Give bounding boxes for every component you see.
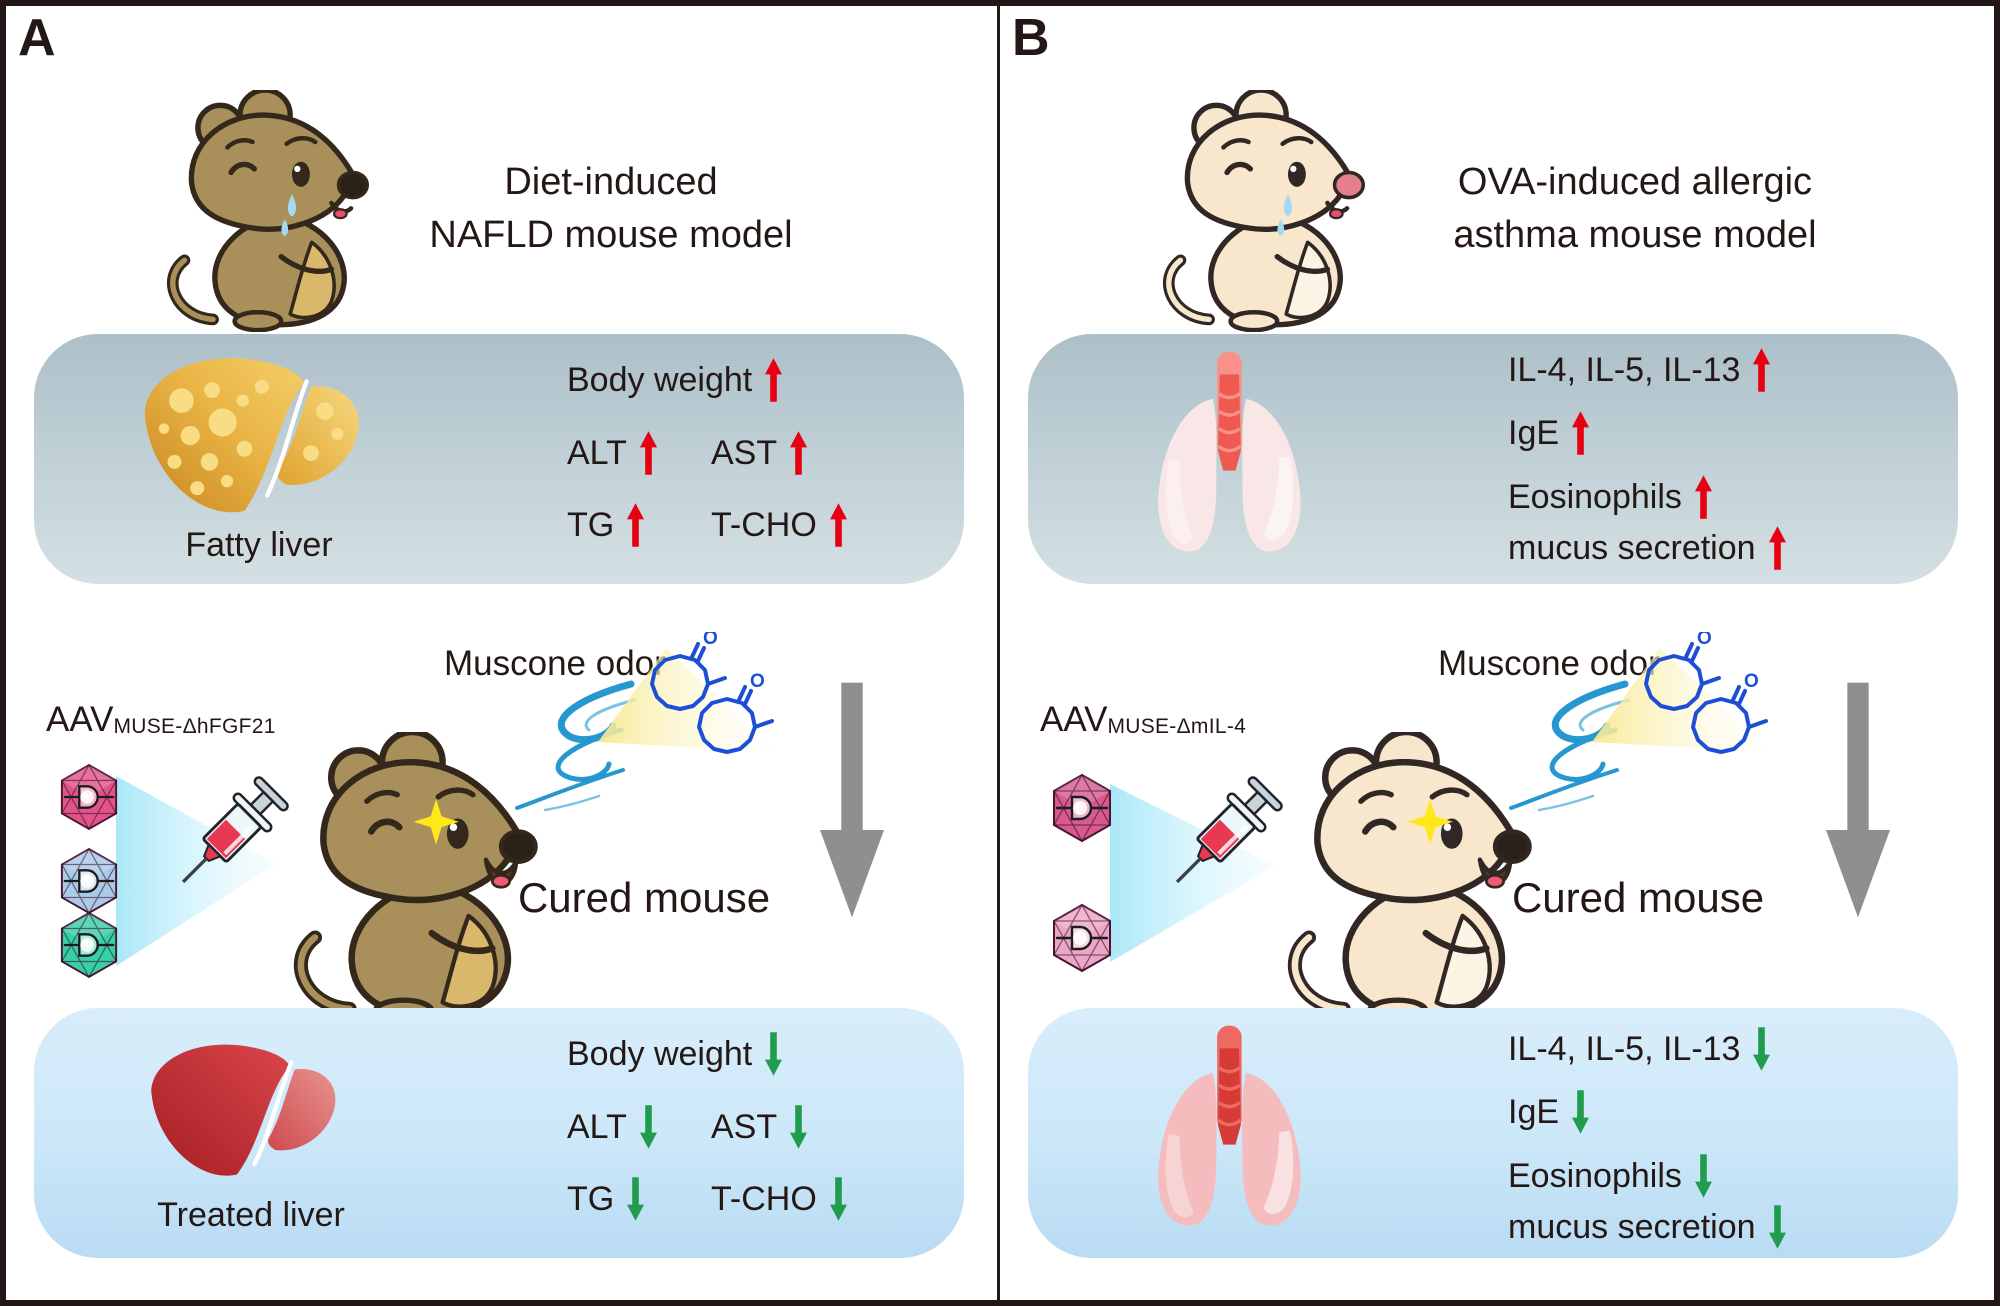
marker-il4-il5-il13: IL-4, IL-5, IL-13 [1508, 1026, 1770, 1072]
aav-vector-subscript: MUSE-ΔhFGF21 [113, 715, 276, 738]
marker-alt: ALT [567, 430, 657, 476]
fatty-liver-illustration [129, 348, 374, 532]
marker-body-weight: Body weight [567, 1031, 782, 1077]
cured-mouse-label: Cured mouse [517, 874, 771, 921]
treated-liver-label: Treated liver [157, 1196, 345, 1234]
up-arrow-icon [765, 357, 782, 403]
up-arrow-icon [1753, 347, 1770, 393]
marker-t-cho: T-CHO [711, 502, 847, 548]
inflamed-lungs-illustration [1120, 348, 1330, 567]
ketone-oxygen-label: O [750, 671, 765, 692]
ketone-oxygen-label: O [1697, 632, 1712, 649]
up-arrow-icon [627, 502, 644, 548]
ketone-oxygen-label: O [1744, 671, 1759, 692]
cured-mouse-label: Cured mouse [1511, 874, 1765, 921]
panel-a-title: Diet-induced NAFLD mouse model [301, 156, 921, 262]
up-arrow-icon [830, 502, 847, 548]
down-arrow-icon [1769, 1204, 1786, 1250]
marker-il4-il5-il13: IL-4, IL-5, IL-13 [1508, 347, 1770, 393]
aav-virus-icon [58, 910, 120, 980]
marker-ast: AST [711, 430, 807, 476]
panel-b-title-line1: OVA-induced allergic [1457, 161, 1813, 203]
marker-tg: TG [567, 502, 644, 548]
aav-virus-icon [58, 762, 120, 832]
up-arrow-icon [790, 430, 807, 476]
aav-virus-icon [1050, 772, 1114, 844]
down-arrow-icon [1695, 1153, 1712, 1199]
down-arrow-icon [1572, 1089, 1589, 1135]
down-arrow-icon [627, 1176, 644, 1222]
panel-b-title: OVA-induced allergic asthma mouse model [1325, 156, 1945, 262]
marker-ast: AST [711, 1104, 807, 1150]
down-arrow-icon [640, 1104, 657, 1150]
marker-body-weight: Body weight [567, 357, 782, 403]
muscone-molecules-illustration: O O [598, 632, 776, 754]
down-flow-arrow-icon [820, 680, 884, 920]
marker-mucus-secretion: mucus secretion [1508, 1204, 1786, 1250]
aav-vector-subscript: MUSE-ΔmIL-4 [1107, 715, 1247, 738]
aav-virus-icon [1050, 902, 1114, 974]
syringe-icon [162, 754, 294, 920]
down-arrow-icon [830, 1176, 847, 1222]
aav-virus-icon [58, 846, 120, 916]
panel-a-disease-box: Fatty liver Body weight ALT AST TG T-CHO [34, 334, 964, 584]
treated-lungs-illustration [1120, 1022, 1330, 1241]
panel-a-letter: A [18, 9, 56, 67]
down-arrow-icon [1753, 1026, 1770, 1072]
panel-b: B OVA-induced allergic asthma mouse mode… [997, 6, 1994, 1300]
panel-b-title-line2: asthma mouse model [1453, 214, 1817, 256]
healthy-liver-illustration [139, 1036, 349, 1194]
up-arrow-icon [1769, 525, 1786, 571]
aav-vector-label: AAVMUSE-ΔmIL-4 [1040, 700, 1247, 739]
panel-a-treated-box: Treated liver Body weight ALT AST TG T-C… [34, 1008, 964, 1258]
muscone-odor-label: Muscone odor [1438, 644, 1660, 683]
up-arrow-icon [1695, 474, 1712, 520]
syringe-icon [1156, 754, 1288, 920]
panel-a-title-line2: NAFLD mouse model [429, 214, 793, 256]
injection-beam [1110, 784, 1275, 962]
aav-vector-label: AAVMUSE-ΔhFGF21 [46, 700, 276, 739]
marker-mucus-secretion: mucus secretion [1508, 525, 1786, 571]
marker-ige: IgE [1508, 410, 1589, 456]
marker-alt: ALT [567, 1104, 657, 1150]
panel-b-treated-box: IL-4, IL-5, IL-13 IgE Eosinophils mucus … [1028, 1008, 1958, 1258]
panel-a-title-line1: Diet-induced [504, 161, 718, 203]
up-arrow-icon [640, 430, 657, 476]
panel-b-disease-box: IL-4, IL-5, IL-13 IgE Eosinophils mucus … [1028, 334, 1958, 584]
muscone-odor-label: Muscone odor [444, 644, 666, 683]
up-arrow-icon [1572, 410, 1589, 456]
ketone-oxygen-label: O [703, 632, 718, 649]
down-arrow-icon [765, 1031, 782, 1077]
muscone-molecules-illustration: O O [1592, 632, 1770, 754]
fatty-liver-label: Fatty liver [185, 526, 333, 564]
marker-eosinophils: Eosinophils [1508, 1153, 1712, 1199]
down-arrow-icon [790, 1104, 807, 1150]
down-flow-arrow-icon [1826, 680, 1890, 920]
panel-b-letter: B [1012, 9, 1050, 67]
marker-ige: IgE [1508, 1089, 1589, 1135]
marker-tg: TG [567, 1176, 644, 1222]
marker-eosinophils: Eosinophils [1508, 474, 1712, 520]
marker-t-cho: T-CHO [711, 1176, 847, 1222]
panel-a: A Diet-induced NAFLD mouse model Fatty l… [6, 6, 997, 1300]
